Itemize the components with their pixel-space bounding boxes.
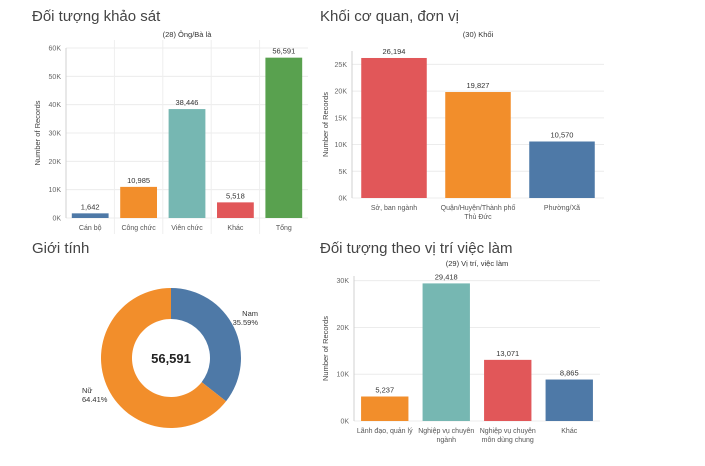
survey-x-tick-label: Công chức: [121, 225, 156, 232]
gender-slice[interactable]: [100, 288, 227, 428]
survey-bar[interactable]: [265, 57, 303, 219]
position-value-label: 8,865: [560, 369, 579, 378]
agency-y-tick-label: 5K: [338, 169, 347, 176]
survey-y-tick-label: 0K: [52, 216, 61, 223]
gender-slice-name: Nam: [242, 309, 258, 318]
agency-y-tick-label: 0K: [338, 196, 347, 203]
position-subtitle: (29) Vị trí, việc làm: [446, 259, 509, 268]
survey-y-tick-label: 20K: [49, 159, 62, 166]
gender-slice-percent: 64.41%: [82, 395, 108, 404]
survey-title: Đối tượng khảo sát: [32, 8, 161, 25]
survey-x-tick-label: Khác: [227, 225, 243, 232]
position-x-tick-label: Nghiệp vụ chuyên: [480, 428, 536, 435]
survey-value-label: 5,518: [226, 191, 245, 200]
agency-value-label: 19,827: [467, 81, 490, 90]
survey-y-tick-label: 30K: [49, 131, 62, 138]
position-x-tick-label: ngành: [437, 437, 457, 444]
survey-value-label: 56,591: [272, 47, 295, 56]
gender-title: Giới tính: [32, 240, 90, 257]
agency-y-tick-label: 20K: [335, 89, 348, 96]
gender-center-total: 56,591: [151, 351, 191, 366]
position-x-tick-label: Lãnh đạo, quản lý: [357, 428, 413, 435]
position-panel: Đối tượng theo vị trí việc làm (29) Vị t…: [310, 236, 705, 466]
survey-y-axis-label: Number of Records: [33, 100, 42, 165]
position-y-tick-label: 0K: [340, 419, 349, 426]
agency-x-tick-label: Quận/Huyện/Thành phố: [441, 203, 516, 212]
position-bar[interactable]: [545, 379, 593, 421]
position-bar-chart: (29) Vị trí, việc làm Number of Records 0K…: [321, 259, 600, 444]
position-bar[interactable]: [422, 283, 470, 421]
survey-panel: Đối tượng khảo sát (28) Ông/Bà là Number …: [0, 0, 310, 236]
survey-x-tick-label: Viên chức: [171, 225, 203, 232]
survey-y-tick-label: 50K: [49, 74, 62, 81]
position-x-tick-label: Khác: [561, 428, 577, 435]
survey-bar[interactable]: [120, 186, 157, 218]
position-value-label: 29,418: [435, 272, 458, 281]
survey-subtitle: (28) Ông/Bà là: [163, 30, 213, 39]
position-bar[interactable]: [484, 359, 532, 421]
agency-value-label: 26,194: [383, 47, 406, 56]
position-bar[interactable]: [361, 396, 409, 421]
agency-x-tick-label: Phường/Xã: [544, 205, 580, 212]
agency-bar[interactable]: [445, 92, 511, 198]
position-y-tick-label: 10K: [337, 372, 350, 379]
agency-y-tick-label: 25K: [335, 62, 348, 69]
agency-subtitle: (30) Khối: [463, 30, 494, 39]
position-value-label: 13,071: [496, 349, 519, 358]
gender-slice-percent: 35.59%: [233, 318, 259, 327]
agency-x-tick-label: Thủ Đức: [464, 213, 492, 221]
gender-slice[interactable]: [171, 288, 241, 402]
gender-panel: Giới tính Nam 35.59% Nữ 64.41% 56,591: [0, 236, 310, 466]
position-value-label: 5,237: [375, 386, 394, 395]
agency-bar[interactable]: [529, 141, 595, 198]
agency-y-axis-label: Number of Records: [321, 92, 330, 157]
agency-panel: Khối cơ quan, đơn vị (30) Khối Number of …: [310, 0, 705, 236]
survey-value-label: 38,446: [176, 98, 199, 107]
position-y-axis-label: Number of Records: [321, 316, 330, 381]
survey-bar[interactable]: [217, 202, 254, 218]
survey-y-tick-label: 60K: [49, 46, 62, 53]
agency-title: Khối cơ quan, đơn vị: [320, 8, 459, 25]
survey-bar[interactable]: [71, 213, 109, 218]
survey-value-label: 10,985: [127, 176, 150, 185]
agency-bar-chart: (30) Khối Number of Records 0K 5K 10K 15K 20K 2…: [321, 30, 604, 221]
agency-value-label: 10,570: [551, 130, 574, 139]
position-x-tick-label: môn dùng chung: [482, 437, 534, 444]
survey-x-tick-label: Cán bộ: [79, 225, 102, 232]
position-y-tick-label: 20K: [337, 325, 350, 332]
position-y-tick-label: 30K: [337, 278, 350, 285]
survey-bar[interactable]: [168, 109, 206, 218]
survey-y-tick-label: 40K: [49, 102, 62, 109]
position-x-tick-label: Nghiệp vụ chuyên: [418, 428, 474, 435]
survey-y-tick-label: 10K: [49, 187, 62, 194]
agency-x-tick-label: Sở, ban ngành: [371, 204, 417, 212]
agency-bar[interactable]: [361, 57, 427, 198]
position-title: Đối tượng theo vị trí việc làm: [320, 240, 513, 257]
survey-value-label: 1,642: [81, 202, 100, 211]
survey-bar-chart: (28) Ông/Bà là Number of Records 0K 10K 20K 3…: [33, 30, 308, 234]
gender-slice-name: Nữ: [82, 386, 92, 395]
agency-y-tick-label: 10K: [335, 142, 348, 149]
survey-x-tick-label: Tổng: [276, 224, 292, 232]
agency-y-tick-label: 15K: [335, 115, 348, 122]
